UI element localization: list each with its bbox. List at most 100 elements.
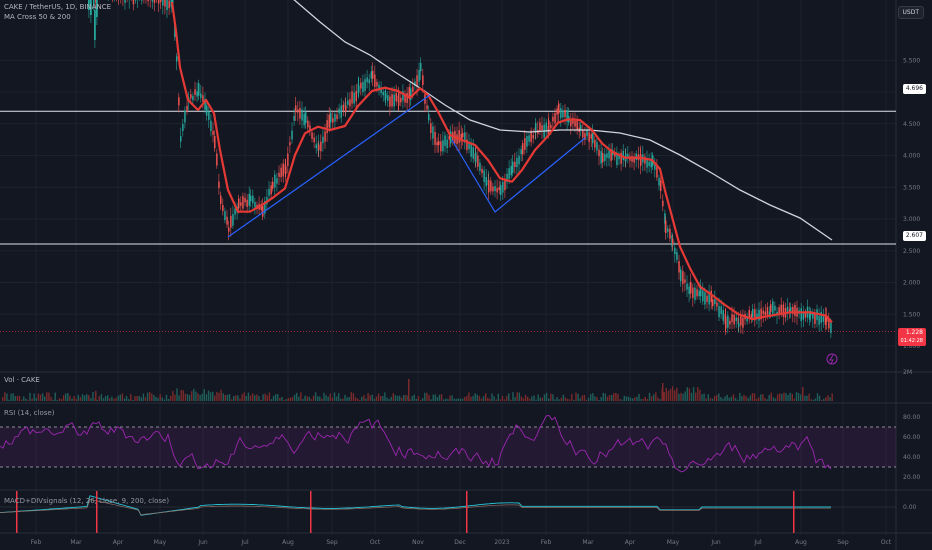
candle-body bbox=[332, 118, 334, 123]
volume-bar bbox=[720, 397, 722, 401]
volume-bar bbox=[277, 394, 279, 401]
volume-bar bbox=[573, 399, 575, 401]
candle-body bbox=[180, 136, 182, 142]
volume-bar bbox=[655, 392, 657, 401]
indicator-label[interactable]: MA Cross 50 & 200 bbox=[4, 13, 71, 21]
candle-body bbox=[328, 114, 330, 128]
candle-body bbox=[614, 152, 616, 157]
volume-bar bbox=[382, 396, 384, 401]
candle-body bbox=[566, 110, 568, 122]
volume-spike bbox=[802, 387, 804, 401]
volume-bar bbox=[41, 393, 44, 401]
volume-bar bbox=[770, 392, 772, 401]
volume-bar bbox=[728, 397, 730, 401]
time-axis-label: Mar bbox=[70, 539, 82, 546]
candle-body bbox=[722, 310, 724, 321]
volume-bar bbox=[178, 395, 180, 401]
volume-bar bbox=[434, 394, 436, 401]
volume-bar bbox=[361, 396, 363, 401]
volume-bar bbox=[73, 395, 75, 401]
volume-bar bbox=[184, 393, 187, 401]
time-axis-label: 2023 bbox=[494, 539, 509, 546]
currency-badge[interactable]: USDT bbox=[897, 6, 924, 19]
candle-body bbox=[347, 100, 349, 105]
trendline-1 bbox=[227, 94, 431, 238]
candle-body bbox=[720, 306, 722, 315]
volume-bar bbox=[644, 396, 646, 401]
price-axis-label: 3.000 bbox=[903, 216, 920, 223]
trend-lines[interactable] bbox=[227, 94, 586, 238]
volume-bar bbox=[545, 392, 548, 401]
volume-bar bbox=[718, 393, 720, 401]
volume-bar bbox=[35, 397, 37, 401]
volume-bar bbox=[512, 392, 514, 401]
volume-bar bbox=[539, 397, 541, 401]
candle-body bbox=[351, 91, 353, 104]
time-axis[interactable]: Feb Mar Apr May Jun Jul Aug Sep Oct Nov Dec 2023 Feb… bbox=[31, 539, 892, 546]
volume-bar bbox=[207, 390, 210, 401]
volume-bar bbox=[314, 392, 317, 401]
chart-title[interactable]: CAKE / TetherUS, 1D, BINANCE bbox=[4, 3, 112, 11]
candle-body bbox=[604, 154, 606, 161]
candle-body bbox=[554, 113, 556, 124]
time-axis-label: Aug bbox=[282, 539, 294, 546]
candle-body bbox=[178, 97, 180, 106]
volume-bar bbox=[648, 392, 651, 401]
volume-bar bbox=[369, 395, 371, 401]
candle-body bbox=[622, 150, 624, 161]
volume-bar bbox=[755, 398, 758, 401]
volume-label[interactable]: Vol · CAKE bbox=[4, 376, 40, 384]
candle-body bbox=[662, 200, 664, 207]
candle-body bbox=[522, 143, 524, 155]
candle-body bbox=[496, 188, 498, 193]
candle-body bbox=[206, 105, 208, 116]
candle-body bbox=[731, 314, 733, 322]
volume-bar bbox=[583, 394, 586, 401]
volume-bar bbox=[27, 399, 29, 401]
time-axis-label: Jun bbox=[197, 539, 208, 546]
volume-bar bbox=[356, 398, 359, 401]
candle-body bbox=[147, 0, 149, 2]
macd-label[interactable]: MACD+DIVsignals (12, 26, close, 9, 200, … bbox=[4, 497, 170, 505]
candle-body bbox=[756, 313, 758, 318]
candle-body bbox=[212, 130, 214, 135]
candle-body bbox=[494, 186, 496, 192]
rsi-label[interactable]: RSI (14, close) bbox=[4, 409, 55, 417]
volume-bar bbox=[812, 399, 814, 401]
last-price-value: 1.228 bbox=[905, 329, 923, 336]
candle-body bbox=[289, 142, 291, 146]
candle-body bbox=[560, 108, 562, 119]
price-axis-label: 1.500 bbox=[903, 311, 920, 318]
volume-bar bbox=[753, 393, 756, 401]
volume-bar bbox=[466, 395, 468, 401]
volume-bar bbox=[606, 396, 609, 401]
time-axis-label: Sep bbox=[326, 539, 338, 546]
volume-bar bbox=[501, 395, 504, 401]
candle-body bbox=[640, 154, 642, 166]
volume-bar bbox=[298, 396, 300, 401]
volume-bar bbox=[604, 393, 607, 401]
candle-body bbox=[669, 228, 671, 239]
horizontal-levels[interactable] bbox=[0, 110, 896, 332]
volume-bar bbox=[476, 394, 478, 401]
candle-body bbox=[420, 63, 422, 72]
candle-body bbox=[204, 98, 206, 110]
volume-bar bbox=[46, 392, 48, 401]
candle-body bbox=[562, 110, 564, 118]
volume-bar bbox=[461, 398, 464, 401]
candle-body bbox=[584, 133, 586, 140]
candle-body bbox=[792, 306, 794, 314]
candle-body bbox=[576, 120, 578, 131]
candle-body bbox=[704, 292, 706, 305]
candle-body bbox=[694, 287, 696, 300]
volume-bar bbox=[159, 394, 161, 401]
volume-bar bbox=[50, 396, 52, 401]
volume-bar bbox=[739, 392, 741, 401]
candle-body bbox=[291, 130, 293, 140]
volume-bar bbox=[142, 393, 145, 401]
volume-bar bbox=[296, 392, 298, 401]
volume-bar bbox=[688, 388, 691, 401]
candle-body bbox=[762, 310, 764, 314]
